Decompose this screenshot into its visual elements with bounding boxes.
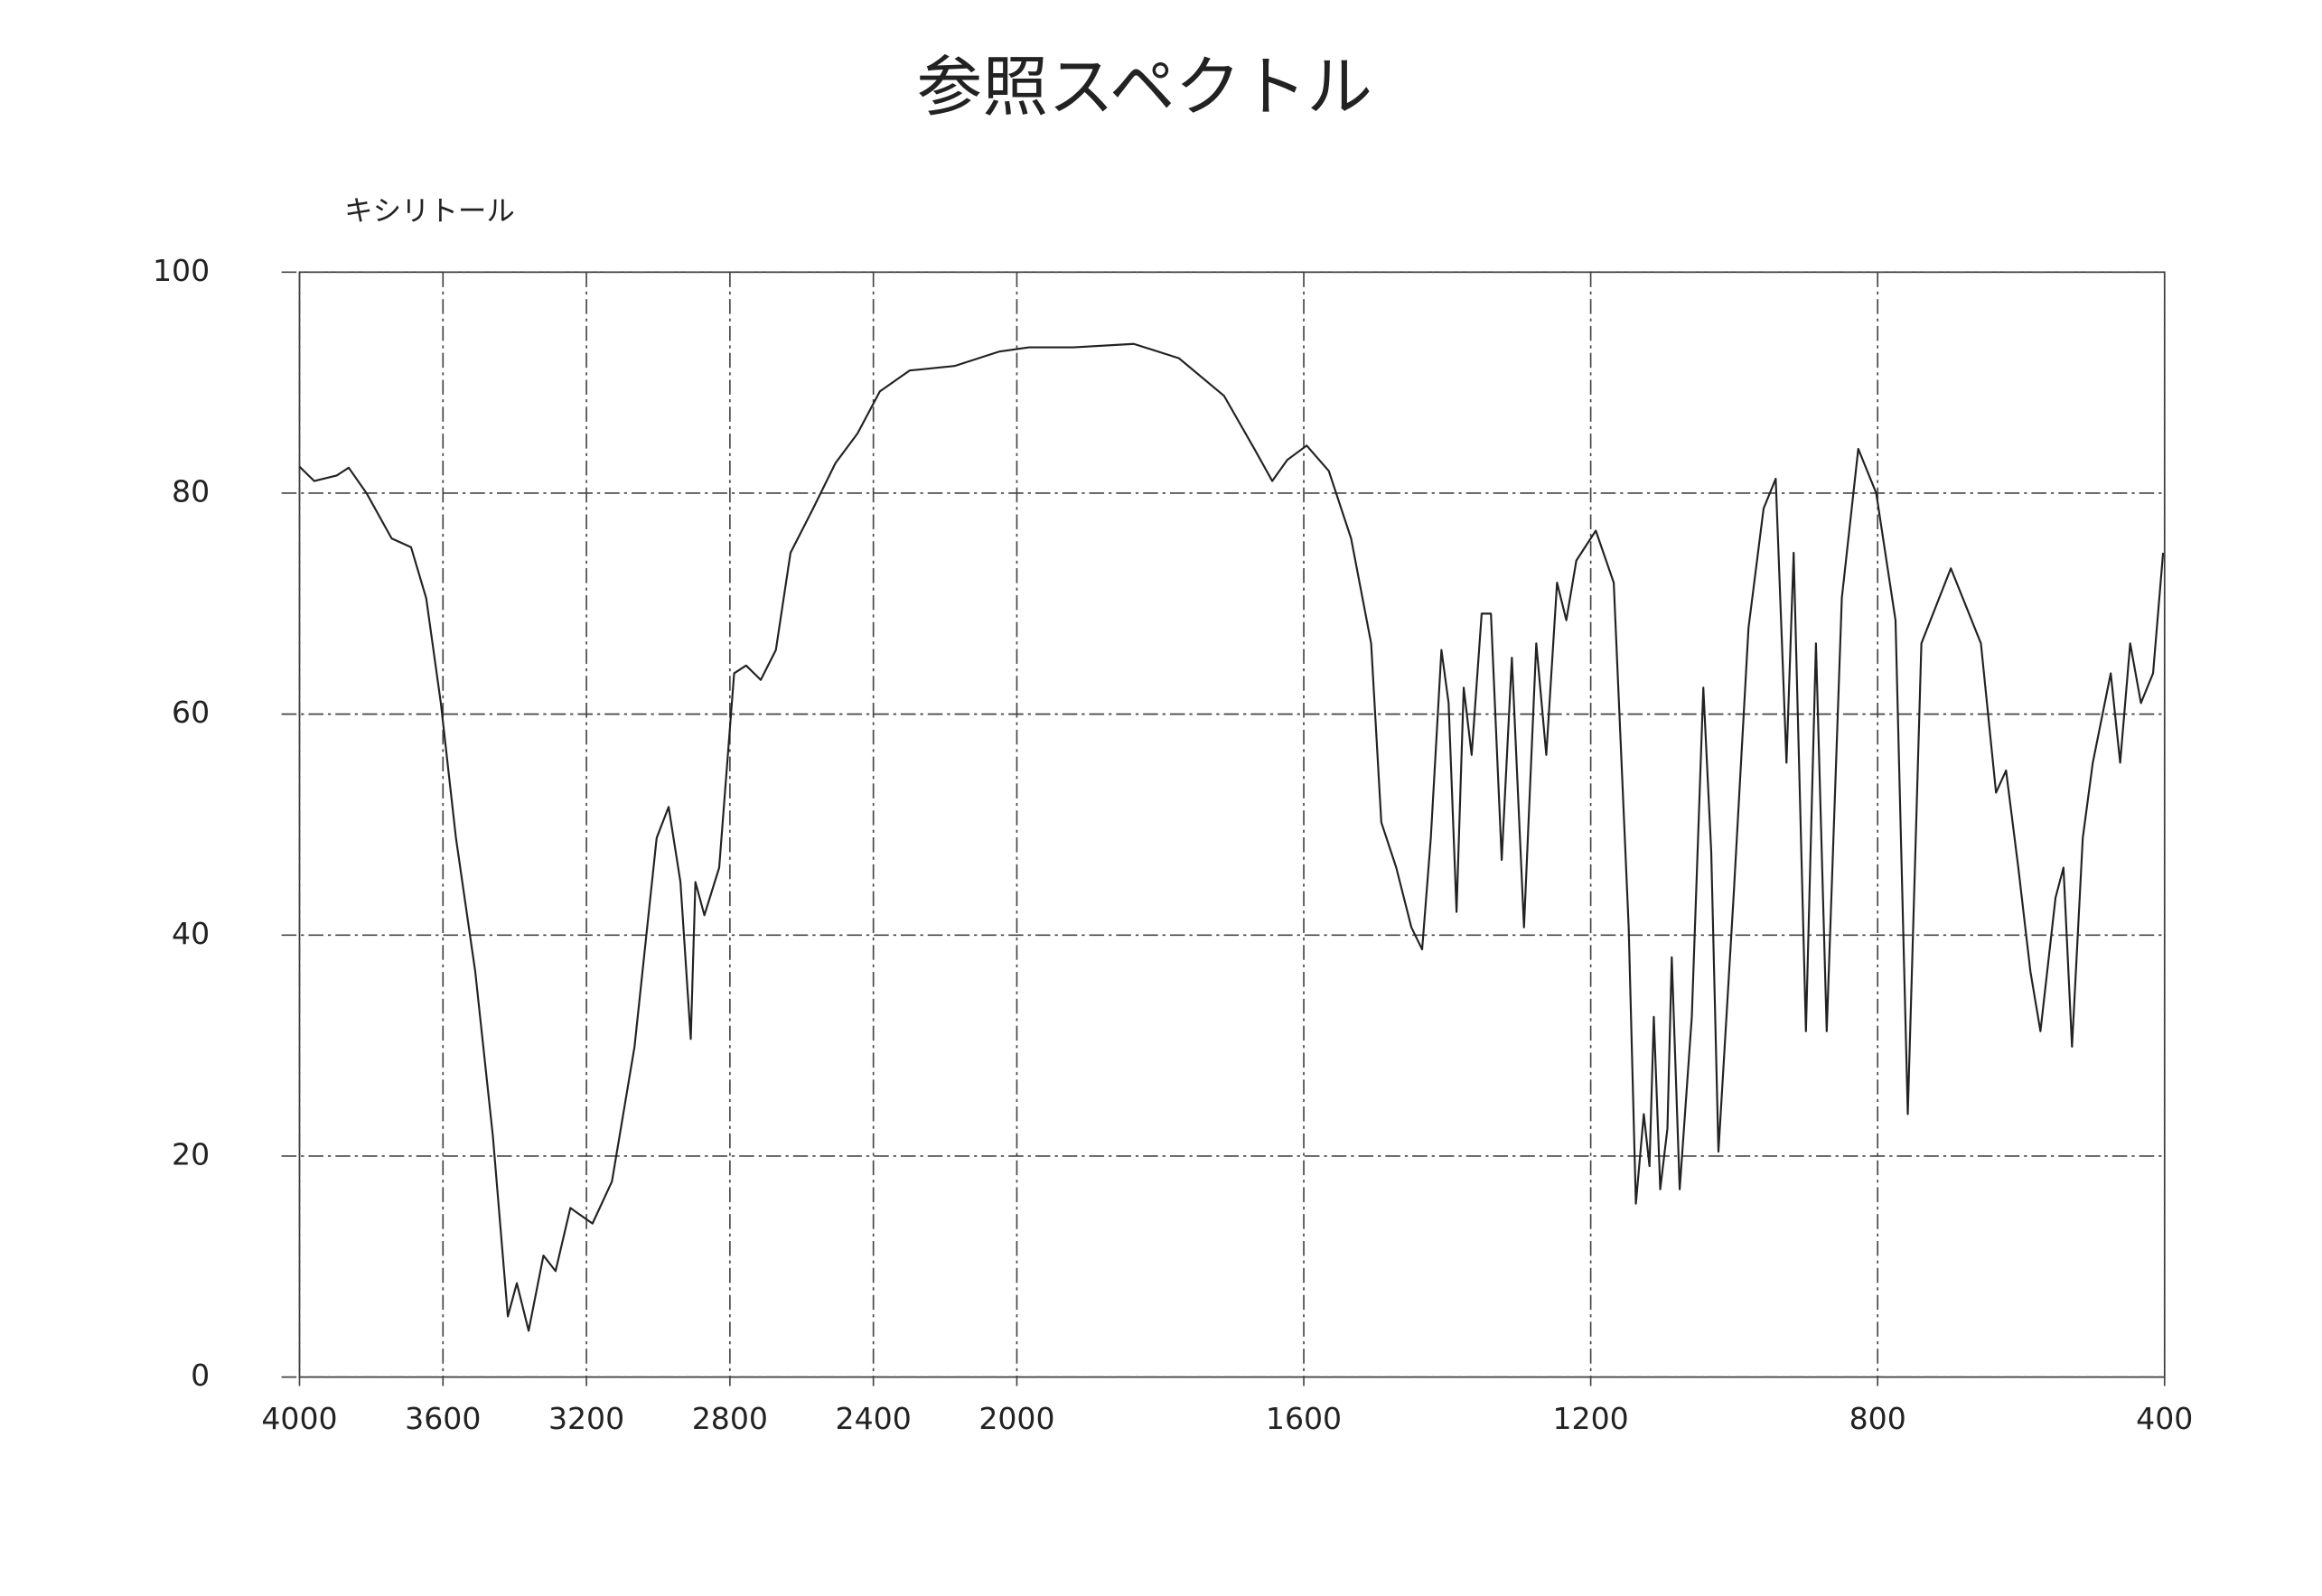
y-tick-label: 80 (172, 473, 210, 509)
x-tick-label: 2000 (978, 1401, 1054, 1436)
chart-title: 参照スペクトル (916, 50, 1372, 126)
x-tick-label: 4000 (261, 1401, 337, 1436)
x-tick-label: 2800 (692, 1401, 768, 1436)
x-tick-label: 800 (1849, 1401, 1906, 1436)
y-tick-label: 0 (191, 1358, 210, 1393)
spectrum-line (298, 342, 2165, 1332)
y-tick-label: 100 (153, 253, 210, 288)
x-tick-label: 3600 (405, 1401, 481, 1436)
x-tick-label: 1200 (1552, 1401, 1628, 1436)
x-tick-label: 3200 (548, 1401, 624, 1436)
y-tick-label: 60 (172, 695, 210, 730)
x-tick-label: 2400 (836, 1401, 912, 1436)
x-tick-label: 1600 (1266, 1401, 1342, 1436)
y-tick-label: 20 (172, 1136, 210, 1171)
chart-subtitle: キシリトール (344, 195, 515, 228)
y-tick-label: 40 (172, 916, 210, 951)
plot-frame (298, 271, 2166, 1378)
x-tick-label: 400 (2136, 1401, 2193, 1436)
